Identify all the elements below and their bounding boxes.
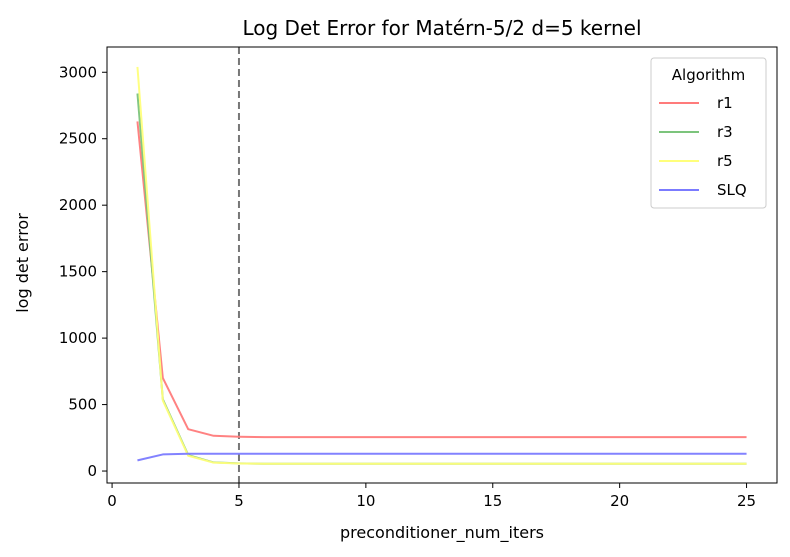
- x-tick-label: 20: [610, 492, 629, 510]
- legend-box: [650, 57, 767, 209]
- x-tick-label: 10: [356, 492, 375, 510]
- x-axis-label: preconditioner_num_iters: [340, 523, 544, 543]
- legend-label-r3: r3: [717, 123, 733, 141]
- y-tick-label: 2000: [59, 196, 97, 214]
- legend-title: Algorithm: [672, 66, 745, 84]
- legend-label-slq: SLQ: [717, 181, 747, 199]
- legend: Algorithm r1 r3 r5 SLQ: [650, 57, 767, 209]
- x-tick-label: 0: [107, 492, 117, 510]
- y-tick-label: 3000: [59, 63, 97, 81]
- x-axis: 0 5 10 15 20 25: [107, 483, 756, 510]
- y-tick-label: 1000: [59, 329, 97, 347]
- x-tick-label: 5: [234, 492, 244, 510]
- y-tick-label: 0: [87, 462, 97, 480]
- y-tick-label: 2500: [59, 130, 97, 148]
- x-tick-label: 25: [737, 492, 756, 510]
- series-line-r5: [136, 66, 747, 465]
- plot-frame: [106, 46, 778, 484]
- y-tick-label: 500: [68, 396, 97, 414]
- chart-title: Log Det Error for Matérn-5/2 d=5 kernel: [242, 16, 641, 40]
- x-tick-label: 15: [483, 492, 502, 510]
- legend-label-r5: r5: [717, 152, 733, 170]
- series-line-slq: [137, 452, 747, 462]
- series-line-r1: [136, 121, 747, 439]
- y-tick-label: 1500: [59, 263, 97, 281]
- y-axis: 0 500 1000 1500 2000 2500 3000: [59, 63, 107, 480]
- plot-area: [106, 46, 778, 484]
- legend-label-r1: r1: [717, 94, 733, 112]
- y-axis-label: log det error: [13, 213, 32, 313]
